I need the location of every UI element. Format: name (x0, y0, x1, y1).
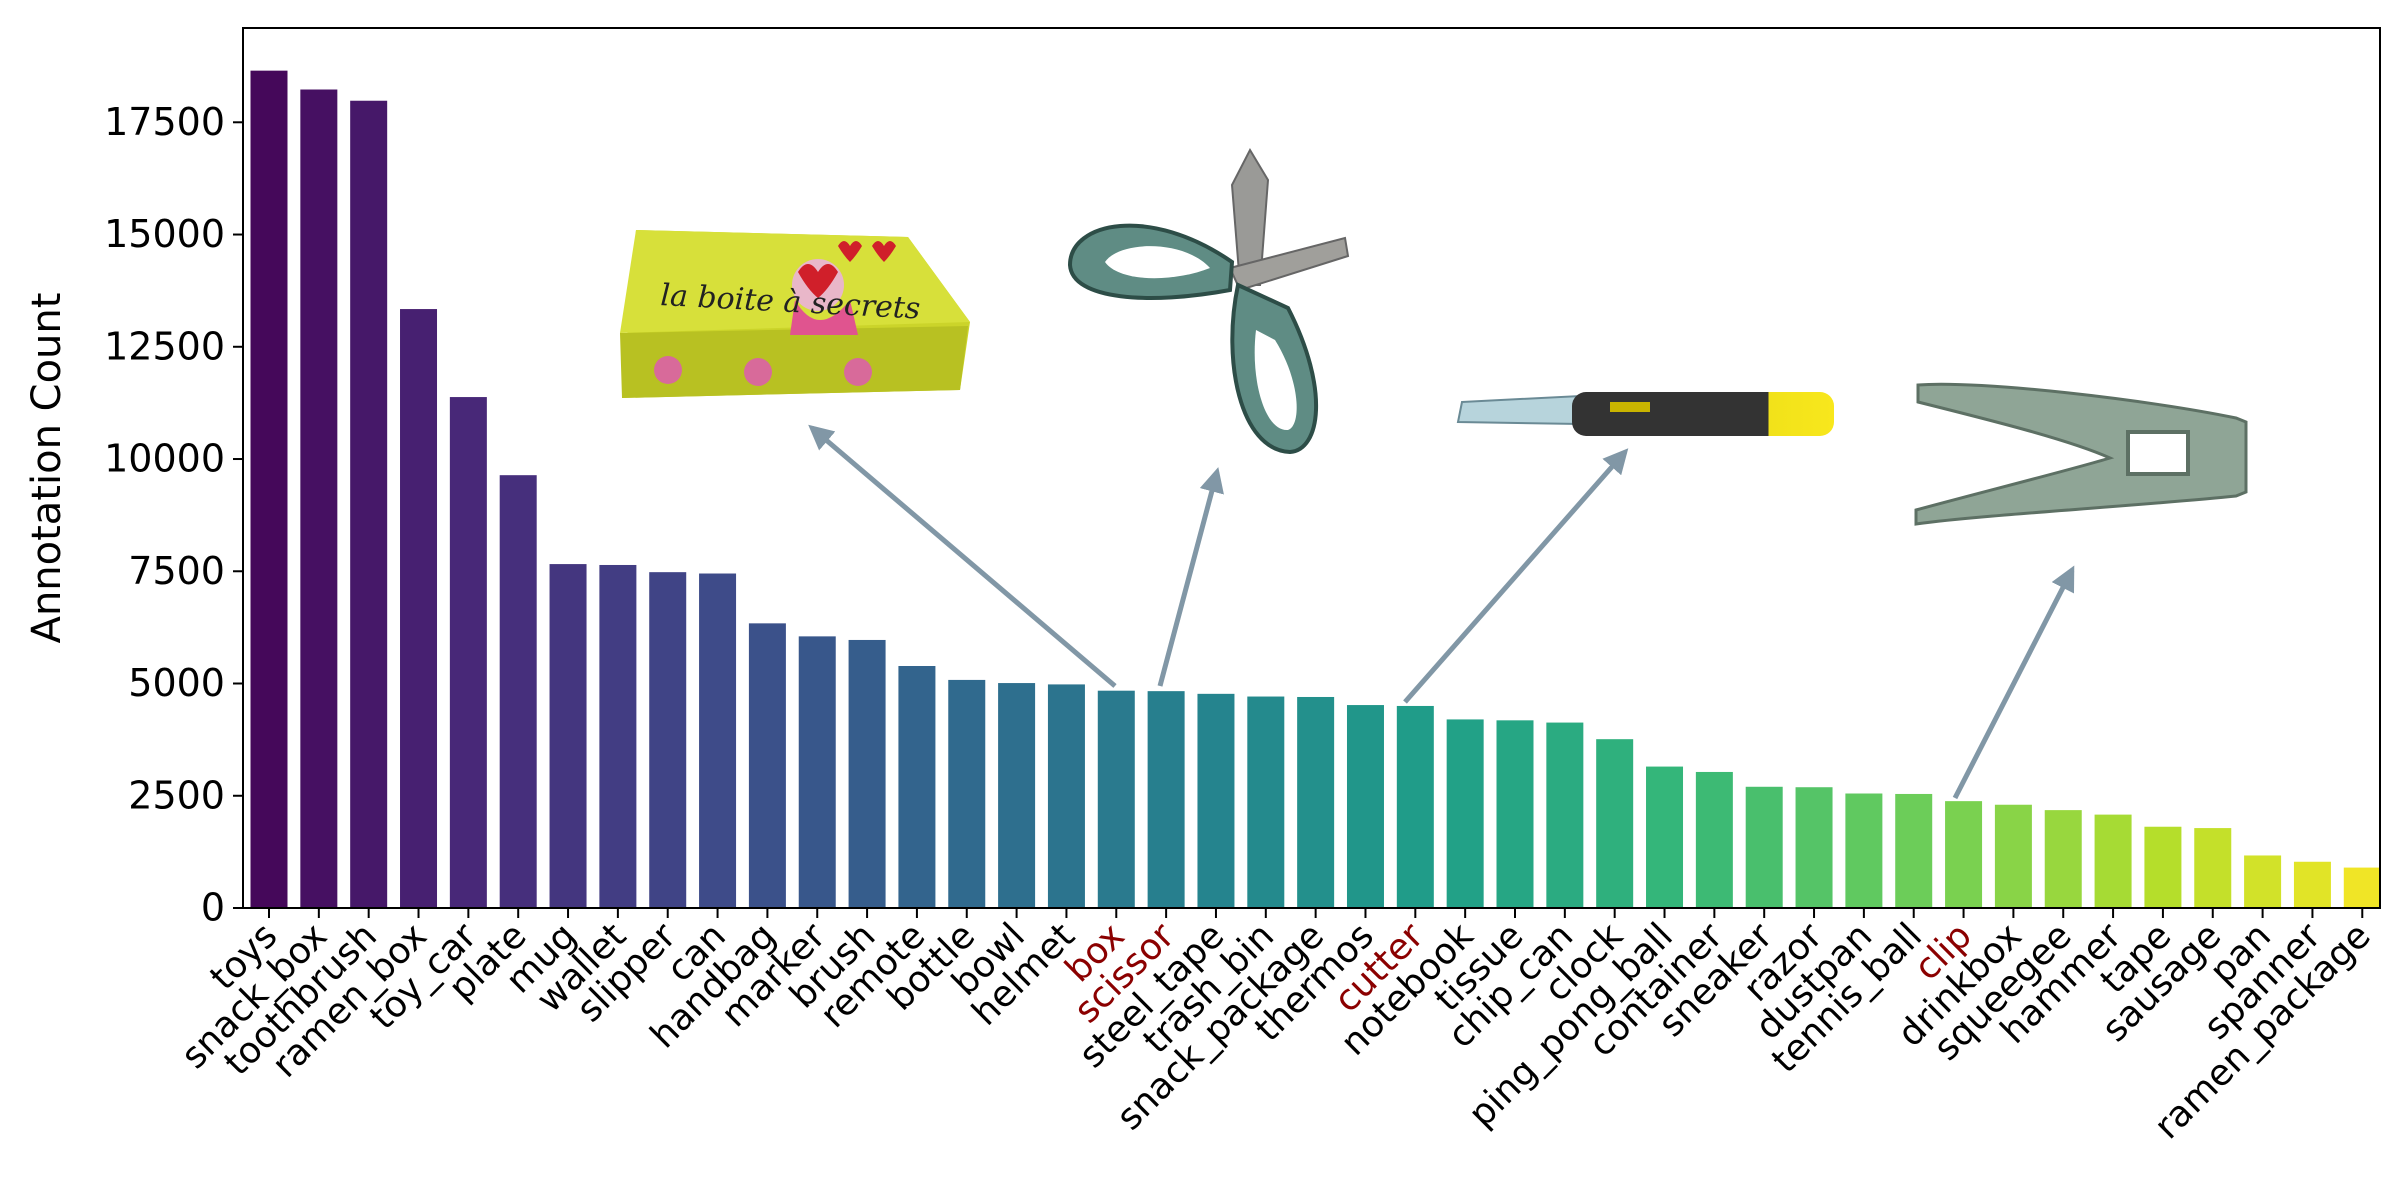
bar-dustpan (1845, 793, 1883, 908)
bar-drinkbox (1994, 804, 2032, 908)
y-tick-label-5000: 5000 (128, 661, 225, 705)
cutter-image (1456, 392, 1834, 436)
bar-pan (2244, 855, 2282, 908)
y-tick-label-12500: 12500 (104, 324, 225, 368)
bar-spanner (2293, 861, 2331, 908)
bar-thermos (1346, 705, 1384, 908)
bar-hammer (2094, 814, 2132, 908)
bar-clip (1945, 801, 1983, 908)
bar-tissue (1496, 720, 1534, 908)
bar-toothbrush (350, 100, 388, 909)
bar-plate (499, 475, 537, 908)
clip-image (1914, 382, 2248, 526)
y-tick-label-2500: 2500 (128, 773, 225, 817)
bar-wallet (599, 564, 637, 908)
bar-ramen_box (400, 309, 438, 908)
y-axis: 0 2500 5000 7500 10000 12500 15000 17500 (104, 100, 243, 930)
bar-brush (848, 639, 886, 908)
y-tick-label-0: 0 (201, 886, 225, 930)
arrow-box (808, 424, 1117, 688)
y-tick-label-7500: 7500 (128, 549, 225, 593)
bar-clock (1596, 739, 1634, 908)
bar-chip_can (1546, 722, 1584, 908)
bar-ping_pong_ball (1646, 766, 1684, 908)
bar-handbag (748, 623, 786, 908)
box-image: la boite à secrets (620, 230, 970, 398)
bar-bowl (998, 683, 1036, 908)
bar-can (699, 573, 737, 908)
bar-toy_car (449, 397, 487, 908)
arrow-clip (1952, 565, 2075, 800)
arrow-scissor (1157, 467, 1224, 687)
bar-marker (798, 636, 836, 908)
y-axis-title: Annotation Count (24, 293, 70, 644)
bar-container (1695, 771, 1733, 908)
bar-tennis_ball (1895, 793, 1933, 908)
bars-layer (250, 70, 2381, 909)
scissor-image (1067, 147, 1350, 455)
bar-remote (898, 666, 936, 908)
bar-toys (250, 70, 288, 908)
bar-razor (1795, 787, 1833, 908)
y-tick-label-17500: 17500 (104, 100, 225, 144)
bar-steel_tape (1197, 693, 1235, 908)
bar-sneaker (1745, 786, 1783, 908)
bar-squeegee (2044, 810, 2082, 908)
bar-helmet (1047, 684, 1085, 908)
bar-snack_box (300, 89, 338, 909)
x-axis: toyssnack_boxtoothbrushramen_boxtoy_carp… (174, 908, 2379, 1147)
y-tick-label-15000: 15000 (104, 212, 225, 256)
y-tick-label-10000: 10000 (104, 437, 225, 481)
bar-box (1097, 690, 1135, 908)
bar-notebook (1446, 719, 1484, 908)
callout-arrows (808, 424, 2075, 800)
plot-frame (242, 27, 2381, 909)
bar-scissor (1147, 691, 1185, 908)
bar-ramen_package (2343, 867, 2381, 908)
bar-sausage (2194, 828, 2232, 908)
arrow-cutter (1403, 448, 1629, 704)
bar-slipper (649, 572, 687, 908)
bar-cutter (1396, 705, 1434, 908)
bar-tape (2144, 826, 2182, 908)
bar-trash_bin (1247, 696, 1285, 908)
bar-snack_package (1297, 696, 1335, 908)
bar-mug (549, 564, 587, 908)
bar-bottle (948, 679, 986, 908)
